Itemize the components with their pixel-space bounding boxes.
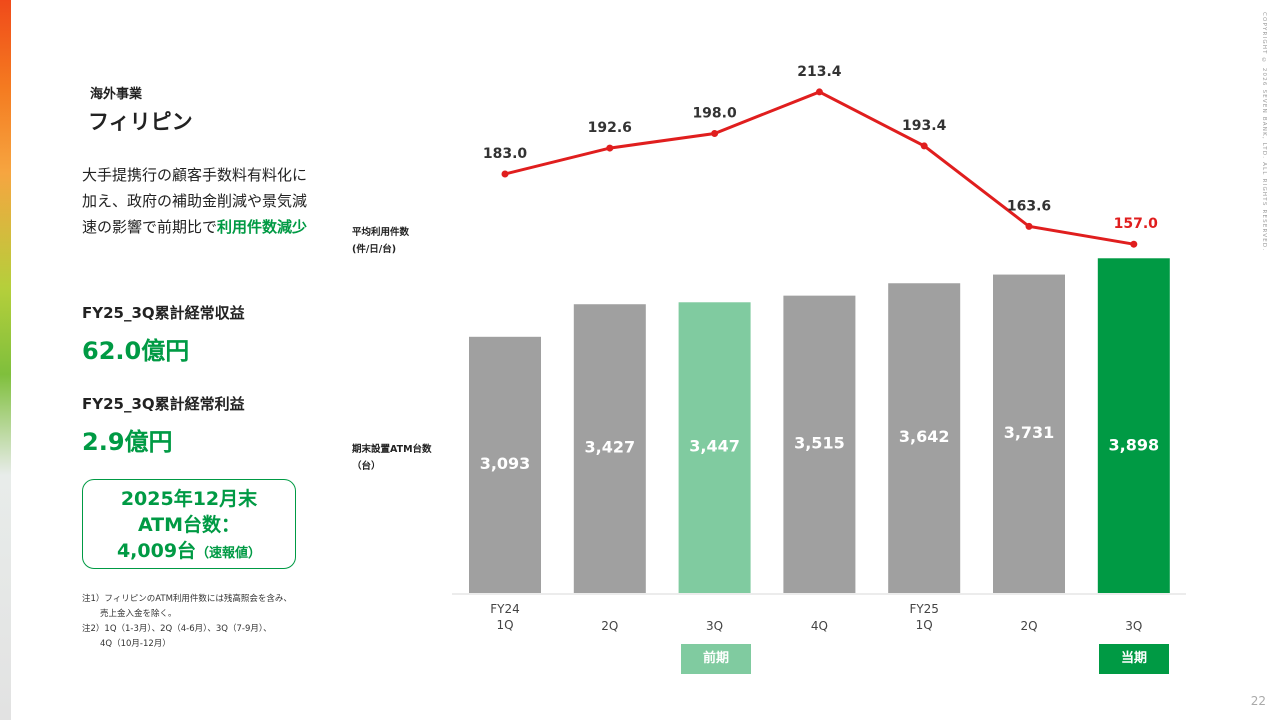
- bar: [783, 295, 856, 593]
- line-axis-caption-line1: 平均利用件数: [352, 227, 410, 238]
- line-point: [1130, 240, 1138, 248]
- footnote-line: 注2）1Q（1-3月）、2Q（4-6月）、3Q（7-9月）、: [82, 624, 272, 634]
- line-axis-caption-line2: (件/日/台): [352, 244, 397, 255]
- x-tick-label: FY24: [490, 602, 520, 616]
- bar-axis-caption-line2: （台）: [352, 461, 381, 472]
- line-value-label: 157.0: [1114, 216, 1159, 232]
- section-label: 海外事業: [90, 87, 143, 102]
- line-point: [711, 130, 719, 137]
- page-number: 22: [1250, 694, 1266, 708]
- revenue-value: 62.0億円: [82, 337, 190, 365]
- usage-line: [504, 90, 1135, 246]
- bar: [678, 302, 751, 593]
- description-line: 速の影響で前期比で利用件数減少: [82, 214, 342, 240]
- bar-value-label: 3,898: [1108, 435, 1159, 454]
- footnote-line: 4Q（10月-12月）: [100, 639, 171, 649]
- x-tick-label: 3Q: [706, 619, 723, 633]
- bar: [1097, 258, 1170, 593]
- line-point: [920, 142, 928, 150]
- bar-axis-caption-line1: 期末設置ATM台数: [352, 444, 432, 455]
- line-point: [606, 144, 614, 152]
- description-line: 加え、政府の補助金削減や景気減: [82, 192, 308, 210]
- bar-value-label: 3,447: [689, 437, 740, 456]
- bar-value-label: 3,515: [794, 433, 845, 452]
- line-value-label: 198.0: [692, 106, 737, 122]
- atm-count-note: （速報値）: [196, 546, 262, 561]
- x-tick-label: 2Q: [601, 619, 618, 633]
- line-value-label: 192.6: [588, 120, 632, 136]
- previous-period-tag: 前期: [681, 644, 751, 674]
- footnote-line: 売上金入金を除く。: [100, 609, 177, 619]
- accent-strip: [0, 0, 11, 720]
- line-point: [815, 88, 823, 96]
- bar: [573, 304, 646, 593]
- bar-value-label: 3,731: [1004, 423, 1055, 442]
- revenue-label: FY25_3Q累計経常収益: [82, 304, 245, 322]
- current-period-tag: 当期: [1099, 644, 1169, 674]
- x-tick-label: FY25: [909, 602, 939, 616]
- bar-axis-caption: 期末設置ATM台数 （台）: [352, 441, 432, 475]
- x-tick-label: 1Q: [496, 618, 513, 632]
- bar: [993, 274, 1065, 593]
- footnotes: 注1）フィリピンのATM利用件数には残高照会を含み、 売上金入金を除く。 注2）…: [82, 592, 292, 652]
- profit-value: 2.9億円: [82, 428, 173, 456]
- description: 大手提携行の顧客手数料有料化に 加え、政府の補助金削減や景気減 速の影響で前期比…: [82, 162, 342, 240]
- line-point: [501, 170, 509, 178]
- x-tick-label: 2Q: [1020, 619, 1037, 633]
- page-title: フィリピン: [88, 110, 193, 134]
- x-tick-label: 3Q: [1125, 619, 1142, 633]
- atm-box-line1: 2025年12月末: [120, 488, 258, 510]
- line-point: [1025, 222, 1033, 230]
- line-value-label: 213.4: [797, 64, 842, 80]
- atm-count-box: 2025年12月末 ATM台数： 4,009台（速報値）: [82, 479, 296, 569]
- bar-value-label: 3,642: [899, 427, 950, 446]
- copyright-notice: COPYRIGHT © 2026 SEVEN BANK, LTD. ALL RI…: [1261, 12, 1267, 252]
- atm-box-line3: 4,009台（速報値）: [83, 538, 295, 567]
- description-line: 大手提携行の顧客手数料有料化に: [82, 166, 308, 184]
- profit-label: FY25_3Q累計経常利益: [82, 395, 245, 413]
- line-value-label: 183.0: [483, 146, 528, 162]
- bar-value-label: 3,093: [480, 454, 531, 473]
- description-highlight: 利用件数減少: [217, 218, 308, 236]
- bar-value-label: 3,427: [584, 438, 635, 457]
- description-text: 速の影響で前期比で: [82, 218, 218, 236]
- bar: [469, 336, 541, 593]
- line-value-label: 163.6: [1007, 198, 1051, 214]
- line-value-label: 193.4: [902, 118, 947, 134]
- atm-count-value: 4,009台: [116, 540, 197, 562]
- bar: [888, 283, 961, 593]
- atm-box-line2: ATM台数：: [137, 514, 241, 536]
- x-tick-label: 1Q: [916, 618, 933, 632]
- x-tick-label: 4Q: [811, 619, 828, 633]
- line-axis-caption: 平均利用件数 (件/日/台): [352, 224, 409, 258]
- footnote-line: 注1）フィリピンのATM利用件数には残高照会を含み、: [82, 594, 292, 604]
